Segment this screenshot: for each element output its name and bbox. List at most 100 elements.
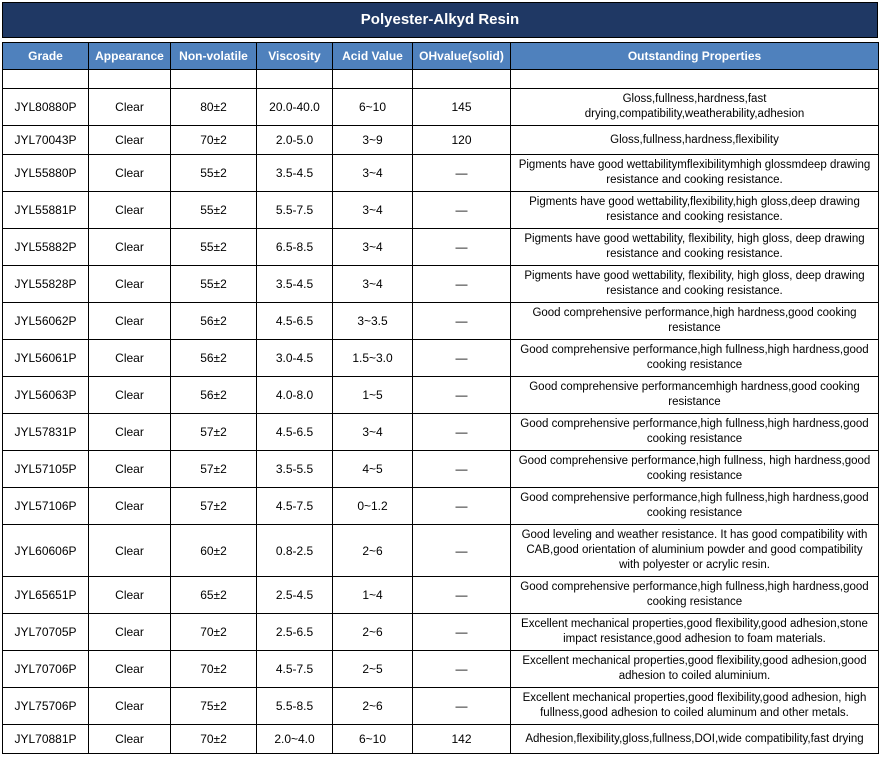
acid-value-cell: 4~5	[332, 450, 413, 488]
grade-cell: JYL55880P	[2, 154, 89, 192]
viscosity-cell: 3.5-5.5	[256, 450, 333, 488]
properties-cell: Excellent mechanical properties,good fle…	[510, 687, 879, 725]
oh-value-cell: 142	[412, 724, 511, 754]
oh-value-cell: —	[412, 191, 511, 229]
column-header-appearance: Appearance	[88, 42, 171, 70]
table-header: Grade Appearance Non-volatile Viscosity …	[2, 42, 879, 89]
appearance-cell: Clear	[88, 376, 171, 414]
acid-value-cell: 3~4	[332, 413, 413, 451]
table-row: JYL70881P Clear 70±2 2.0~4.0 6~10 142 Ad…	[2, 724, 879, 754]
acid-value-cell: 6~10	[332, 88, 413, 126]
viscosity-cell: 2.0~4.0	[256, 724, 333, 754]
viscosity-cell: 4.5-7.5	[256, 487, 333, 525]
non-volatile-cell: 70±2	[170, 724, 257, 754]
acid-value-cell: 2~6	[332, 524, 413, 577]
oh-value-cell: —	[412, 450, 511, 488]
properties-cell: Good comprehensive performance,high hard…	[510, 302, 879, 340]
acid-value-cell: 3~3.5	[332, 302, 413, 340]
appearance-cell: Clear	[88, 228, 171, 266]
properties-cell: Good comprehensive performance,high full…	[510, 487, 879, 525]
acid-value-cell: 3~4	[332, 191, 413, 229]
properties-cell: Excellent mechanical properties,good fle…	[510, 650, 879, 688]
oh-value-cell: —	[412, 650, 511, 688]
table-row: JYL80880P Clear 80±2 20.0-40.0 6~10 145 …	[2, 88, 879, 126]
acid-value-cell: 1~4	[332, 576, 413, 614]
non-volatile-cell: 70±2	[170, 125, 257, 155]
acid-value-cell: 0~1.2	[332, 487, 413, 525]
acid-value-cell: 3~4	[332, 154, 413, 192]
header-body-gap	[2, 69, 879, 89]
grade-cell: JYL80880P	[2, 88, 89, 126]
viscosity-cell: 4.5-7.5	[256, 650, 333, 688]
acid-value-cell: 2~5	[332, 650, 413, 688]
properties-cell: Excellent mechanical properties,good fle…	[510, 613, 879, 651]
column-header-non-volatile: Non-volatile	[170, 42, 257, 70]
non-volatile-cell: 55±2	[170, 265, 257, 303]
non-volatile-cell: 55±2	[170, 228, 257, 266]
grade-cell: JYL65651P	[2, 576, 89, 614]
properties-cell: Gloss,fullness,hardness,fast drying,comp…	[510, 88, 879, 126]
non-volatile-cell: 65±2	[170, 576, 257, 614]
properties-cell: Pigments have good wettability, flexibil…	[510, 228, 879, 266]
properties-cell: Good comprehensive performance,high full…	[510, 413, 879, 451]
viscosity-cell: 3.5-4.5	[256, 265, 333, 303]
viscosity-cell: 5.5-7.5	[256, 191, 333, 229]
appearance-cell: Clear	[88, 302, 171, 340]
oh-value-cell: —	[412, 339, 511, 377]
appearance-cell: Clear	[88, 125, 171, 155]
appearance-cell: Clear	[88, 191, 171, 229]
oh-value-cell: —	[412, 576, 511, 614]
appearance-cell: Clear	[88, 687, 171, 725]
table-row: JYL55880P Clear 55±2 3.5-4.5 3~4 — Pigme…	[2, 154, 879, 192]
grade-cell: JYL70705P	[2, 613, 89, 651]
appearance-cell: Clear	[88, 154, 171, 192]
properties-cell: Good comprehensive performance,high full…	[510, 339, 879, 377]
grade-cell: JYL60606P	[2, 524, 89, 577]
grade-cell: JYL55828P	[2, 265, 89, 303]
viscosity-cell: 2.0-5.0	[256, 125, 333, 155]
table-row: JYL57106P Clear 57±2 4.5-7.5 0~1.2 — Goo…	[2, 487, 879, 525]
non-volatile-cell: 70±2	[170, 650, 257, 688]
column-header-oh-value: OHvalue(solid)	[412, 42, 511, 70]
non-volatile-cell: 57±2	[170, 450, 257, 488]
non-volatile-cell: 60±2	[170, 524, 257, 577]
acid-value-cell: 3~4	[332, 265, 413, 303]
table-row: JYL56063P Clear 56±2 4.0-8.0 1~5 — Good …	[2, 376, 879, 414]
non-volatile-cell: 57±2	[170, 487, 257, 525]
column-header-acid-value: Acid Value	[332, 42, 413, 70]
table-row: JYL55828P Clear 55±2 3.5-4.5 3~4 — Pigme…	[2, 265, 879, 303]
column-header-grade: Grade	[2, 42, 89, 70]
appearance-cell: Clear	[88, 265, 171, 303]
grade-cell: JYL56061P	[2, 339, 89, 377]
oh-value-cell: —	[412, 524, 511, 577]
resin-spec-table: Grade Appearance Non-volatile Viscosity …	[2, 42, 879, 754]
acid-value-cell: 2~6	[332, 687, 413, 725]
properties-cell: Good leveling and weather resistance. It…	[510, 524, 879, 577]
appearance-cell: Clear	[88, 576, 171, 614]
acid-value-cell: 1.5~3.0	[332, 339, 413, 377]
viscosity-cell: 20.0-40.0	[256, 88, 333, 126]
table-body: JYL80880P Clear 80±2 20.0-40.0 6~10 145 …	[2, 88, 879, 754]
viscosity-cell: 4.0-8.0	[256, 376, 333, 414]
oh-value-cell: —	[412, 613, 511, 651]
properties-cell: Good comprehensive performance,high full…	[510, 450, 879, 488]
oh-value-cell: 145	[412, 88, 511, 126]
non-volatile-cell: 56±2	[170, 376, 257, 414]
grade-cell: JYL70706P	[2, 650, 89, 688]
viscosity-cell: 2.5-6.5	[256, 613, 333, 651]
oh-value-cell: —	[412, 413, 511, 451]
properties-cell: Good comprehensive performance,high full…	[510, 576, 879, 614]
viscosity-cell: 6.5-8.5	[256, 228, 333, 266]
appearance-cell: Clear	[88, 450, 171, 488]
properties-cell: Adhesion,flexibility,gloss,fullness,DOI,…	[510, 724, 879, 754]
table-row: JYL60606P Clear 60±2 0.8-2.5 2~6 — Good …	[2, 524, 879, 577]
grade-cell: JYL70881P	[2, 724, 89, 754]
table-row: JYL57831P Clear 57±2 4.5-6.5 3~4 — Good …	[2, 413, 879, 451]
oh-value-cell: —	[412, 687, 511, 725]
appearance-cell: Clear	[88, 88, 171, 126]
viscosity-cell: 5.5-8.5	[256, 687, 333, 725]
appearance-cell: Clear	[88, 487, 171, 525]
acid-value-cell: 3~4	[332, 228, 413, 266]
acid-value-cell: 6~10	[332, 724, 413, 754]
non-volatile-cell: 56±2	[170, 302, 257, 340]
